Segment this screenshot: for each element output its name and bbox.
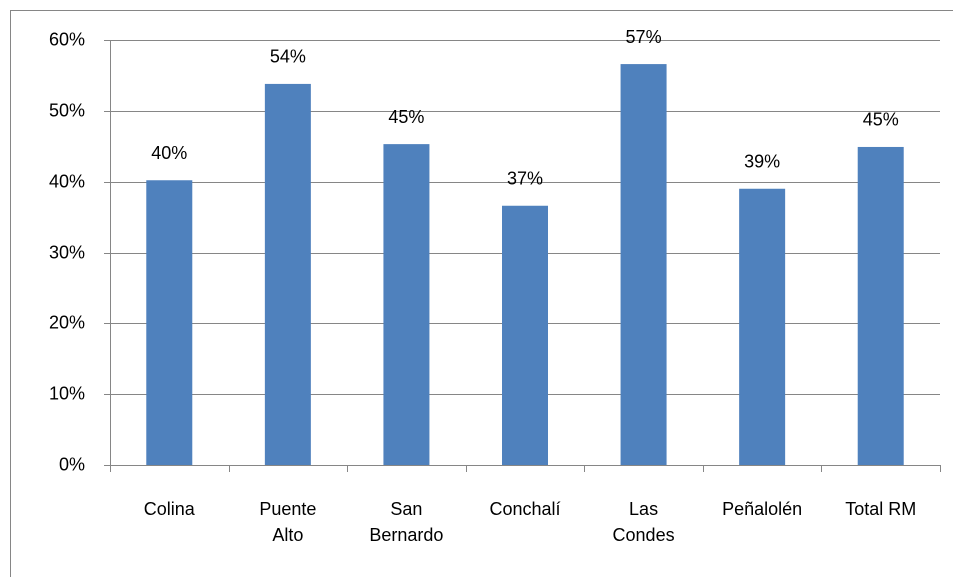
bar <box>383 144 430 465</box>
data-label: 54% <box>270 47 306 67</box>
data-label: 45% <box>388 107 424 127</box>
y-tick-label: 50% <box>49 100 85 120</box>
x-tick-label: Conchalí <box>489 499 561 519</box>
data-label: 57% <box>626 27 662 47</box>
x-tick-label: San Bernardo <box>369 499 444 545</box>
data-label: 45% <box>863 110 899 130</box>
x-tick-label: Peñalolén <box>722 499 803 519</box>
y-tick-label: 20% <box>49 312 85 332</box>
data-label: 37% <box>507 169 543 189</box>
y-tick-label: 10% <box>49 383 85 403</box>
bar <box>264 83 311 466</box>
bar <box>620 64 667 465</box>
x-tick-label: Puente Alto <box>259 499 317 545</box>
x-tick-label: Colina <box>143 499 195 519</box>
bar <box>739 188 786 465</box>
bar <box>502 205 548 465</box>
y-tick-label: 60% <box>49 29 85 49</box>
bar <box>146 180 193 465</box>
data-label: 40% <box>151 143 187 163</box>
x-tick-label: Total RM <box>845 499 917 519</box>
bar <box>857 146 904 466</box>
y-tick-label: 40% <box>49 171 85 191</box>
x-tick-label: Las Condes <box>612 499 675 545</box>
y-tick-label: 30% <box>49 242 85 262</box>
data-label: 39% <box>744 152 780 172</box>
y-tick-label: 0% <box>59 454 85 474</box>
chart-border <box>10 10 953 577</box>
